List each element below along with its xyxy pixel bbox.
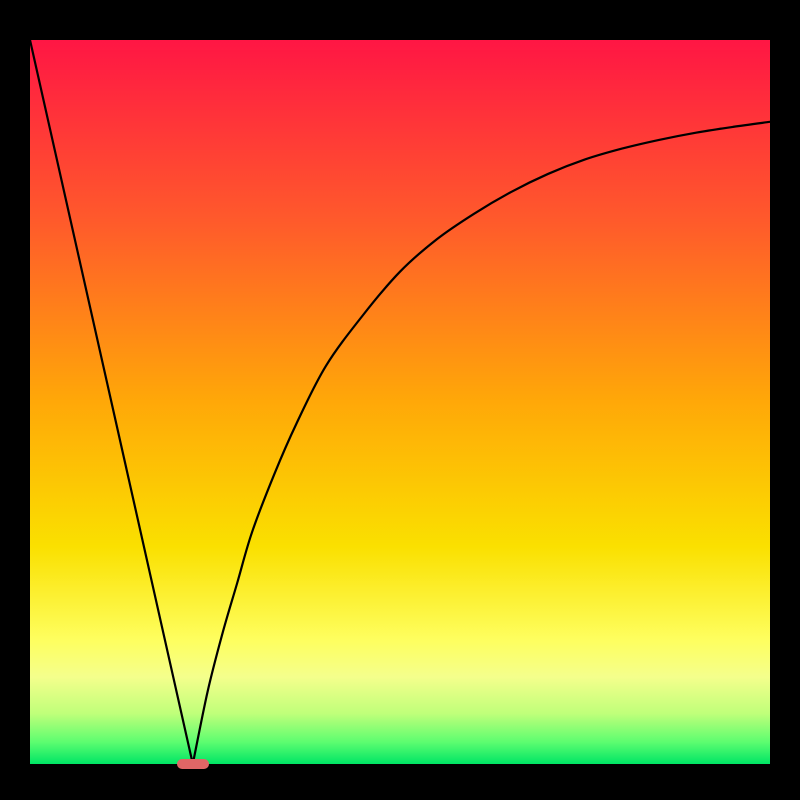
vertex-marker (177, 759, 209, 768)
frame-left (0, 0, 30, 800)
frame-bottom (0, 764, 800, 800)
chart-background (30, 40, 770, 764)
frame-right (770, 0, 800, 800)
frame-top (0, 0, 800, 40)
plot-area (30, 40, 770, 764)
chart-svg (30, 40, 770, 764)
